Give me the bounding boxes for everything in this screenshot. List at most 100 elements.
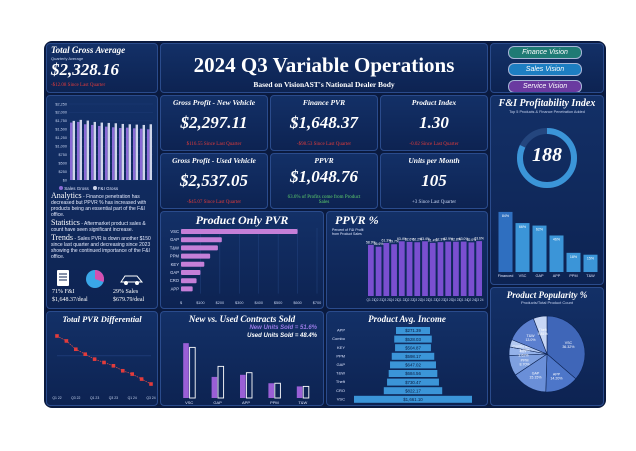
- gross-bar: [119, 127, 122, 180]
- kpi-product-index-value: 1.30: [419, 113, 449, 132]
- kpi-ppvr-foot: 63.6% of Profits come from Product Sales: [287, 195, 361, 205]
- income-data-label: $684.56: [405, 371, 421, 376]
- product-only-pvr-panel: Product Only PVR $ $100 $200 $300 $400 $500 $6…: [160, 211, 324, 309]
- pvr-bar: [181, 270, 201, 275]
- finance-vision-label: Finance Vision: [522, 49, 568, 56]
- pie-label-value: 15.15%: [529, 376, 542, 380]
- avg-income-panel: Product Avg. Income APP $271.39 Combo $528.…: [326, 311, 488, 406]
- gross-bar: [100, 122, 103, 180]
- kpi-finance-pvr-title: Finance PVR: [302, 98, 346, 107]
- kpi-product-index-title: Product Index: [411, 98, 457, 107]
- kpi-product-index: Product Index 1.30 -0.02 Since Last Quar…: [380, 95, 488, 151]
- gauge-arc: [517, 128, 577, 188]
- ppvr-bar: [375, 246, 382, 296]
- income-category-label: CRO: [336, 388, 345, 393]
- finance-vision-button[interactable]: Finance Vision: [508, 46, 582, 59]
- income-category-label: T&W: [336, 371, 345, 376]
- gross-bar: [84, 124, 87, 180]
- gross-y-tick: $1,500: [55, 128, 67, 132]
- diff-x-tick: Q1 23: [90, 396, 99, 400]
- income-category-label: APP: [337, 328, 345, 333]
- income-data-label: $822.17: [405, 388, 421, 393]
- ppvr-pct-panel: PPVR % Percent of F&I Profit from Produc…: [326, 211, 488, 309]
- pie-label-value: 3.62%: [518, 353, 529, 357]
- fi-bar: [549, 235, 564, 272]
- ppvr-x-tick: Q4 22: [421, 298, 430, 302]
- car-icon: [120, 275, 144, 285]
- product-popularity-panel: Product Popularity % Products/Total Prod…: [490, 287, 604, 406]
- dashboard: Total Gross Average Quarterly Average $2…: [44, 41, 606, 408]
- ppvr-bar: [406, 241, 413, 296]
- gross-bar: [126, 127, 129, 180]
- gross-trend-panel: $2,250 $2,000 $1,750 $1,500 $1,250 $1,000 $750…: [46, 95, 158, 309]
- income-data-label: $647.02: [405, 363, 421, 368]
- new-bar: [296, 386, 303, 398]
- pie-icon: [86, 270, 105, 288]
- pvr-category-label: KEY: [171, 262, 180, 267]
- pvr-bar: [181, 229, 298, 234]
- gross-y-tick: $500: [59, 161, 67, 165]
- income-bar: [391, 352, 435, 360]
- gross-bar: [149, 124, 152, 180]
- fi-bar: [566, 252, 581, 272]
- income-bar: [395, 344, 431, 352]
- gross-y-tick: $1,750: [55, 119, 67, 123]
- ppvr-x-tick: Q3 21: [382, 298, 391, 302]
- income-data-label: $504.87: [405, 345, 421, 350]
- used-units-label: Used Units Sold = 48.4%: [247, 333, 317, 339]
- ppvr-bar: [383, 242, 390, 296]
- new-units-label: New Units Sold = 51.6%: [249, 325, 317, 331]
- ppvr-x-tick: Q2 21: [374, 298, 383, 302]
- ppvr-bar: [445, 241, 452, 296]
- diff-point: [55, 334, 59, 338]
- mini-fi-pct: 71% F&I: [52, 289, 75, 295]
- total-gross-average-panel: Total Gross Average Quarterly Average $2…: [46, 43, 158, 93]
- nvu-x-tick: APP: [242, 400, 250, 405]
- fi-bar: [532, 225, 547, 272]
- kpi-finance-pvr-foot: -$98.53 Since Last Quarter: [296, 142, 352, 147]
- statistics-heading: Statistics: [51, 218, 80, 227]
- page-subtitle: Based on VisionAST's National Dealer Bod…: [253, 80, 395, 89]
- income-bar: [388, 370, 438, 377]
- trends-heading: Trends: [51, 233, 73, 242]
- kpi-units-foot: +3 Since Last Quarter: [411, 200, 457, 205]
- header-panel: 2024 Q3 Variable Operations Based on Vis…: [160, 43, 488, 93]
- ppvr-data-label: 62.3%: [436, 238, 446, 242]
- pie-label-name: Combo Bundle: [513, 344, 537, 348]
- ppvr-data-label: 61.3%: [382, 238, 392, 242]
- gross-bar: [133, 128, 136, 180]
- income-bar: [390, 361, 436, 369]
- ppvr-pct-chart: 58.9% Q1 21 56.6% Q2 21 61.3% Q3 21 59.7% Q4 21…: [366, 237, 484, 302]
- sales-vision-button[interactable]: Sales Vision: [508, 63, 582, 76]
- pvr-category-label: T&W: [170, 245, 179, 250]
- used-bar: [189, 346, 196, 399]
- pvr-x-tick: $: [180, 301, 183, 305]
- fi-profitability-chart: 84% Financed 66% VSC 62% GAP 46% APP 18% PPM 15% T&…: [498, 128, 598, 278]
- income-category-label: KEY: [337, 345, 345, 350]
- tga-value: $2,328.16: [51, 60, 119, 79]
- fi-data-label: 18%: [570, 255, 578, 259]
- diff-point: [83, 352, 87, 356]
- used-bar: [217, 365, 225, 399]
- pvr-x-tick: $600: [293, 301, 301, 305]
- pvr-category-label: PPM: [170, 254, 180, 259]
- income-category-label: Theft: [336, 379, 346, 384]
- diff-point: [64, 339, 69, 343]
- statistics-paragraph: Statistics - Aftermarket product sales &…: [51, 218, 155, 234]
- pie-label-value: 14.20%: [550, 377, 563, 381]
- product-popularity-title: Product Popularity %: [506, 290, 588, 300]
- ppvr-bar: [429, 242, 436, 296]
- pie-label-value: 3.20%: [519, 348, 530, 352]
- gross-y-tick: $0: [63, 178, 67, 182]
- legend-sales-gross: Sales Gross: [64, 186, 89, 191]
- legend-fi-gross: F&I Gross: [97, 186, 119, 191]
- fi-bar: [583, 254, 598, 272]
- service-vision-button[interactable]: Service Vision: [508, 80, 582, 92]
- pvr-category-label: GAP: [170, 237, 179, 242]
- gross-y-tick: $1,000: [55, 145, 67, 149]
- ppvr-x-tick: Q3 24: [475, 298, 484, 302]
- fi-profitability-panel: F&I Profitability Index Top 5 Products &…: [490, 95, 604, 285]
- income-category-label: GAP: [337, 362, 346, 367]
- pvr-category-label: GAP: [170, 270, 179, 275]
